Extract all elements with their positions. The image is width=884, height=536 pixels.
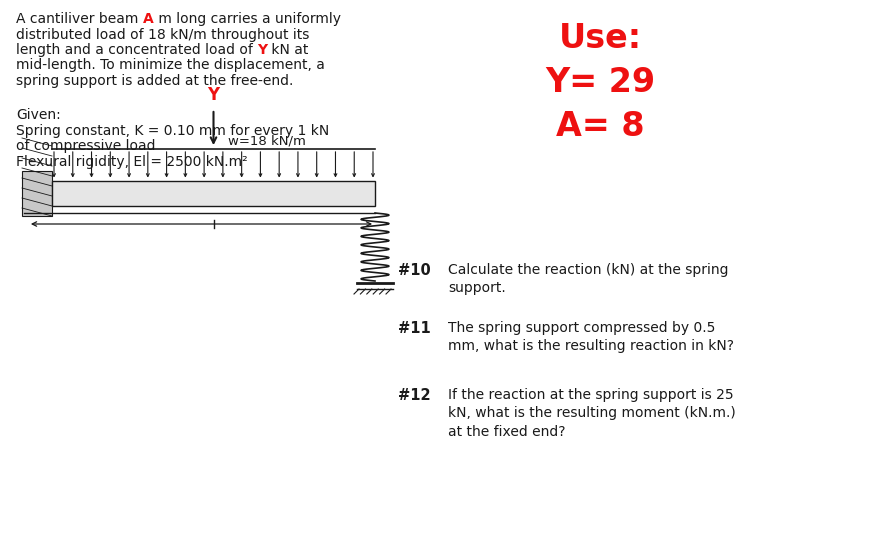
Text: mid-length. To minimize the displacement, a: mid-length. To minimize the displacement… (16, 58, 325, 72)
Bar (22, 171, 52, 216)
Text: #10: #10 (398, 263, 431, 278)
Text: Y: Y (257, 43, 267, 57)
Text: spring support is added at the free-end.: spring support is added at the free-end. (16, 74, 293, 88)
Text: A= 8: A= 8 (556, 110, 644, 143)
Bar (52, 181, 375, 206)
Text: A: A (142, 12, 154, 26)
Text: w=18 kN/m: w=18 kN/m (227, 135, 305, 148)
Text: m long carries a uniformly: m long carries a uniformly (154, 12, 340, 26)
Text: distributed load of 18 kN/m throughout its: distributed load of 18 kN/m throughout i… (16, 27, 309, 41)
Text: Given:: Given: (16, 108, 61, 122)
Text: of compressive load: of compressive load (16, 139, 156, 153)
Text: Calculate the reaction (kN) at the spring
support.: Calculate the reaction (kN) at the sprin… (448, 263, 728, 295)
Text: The spring support compressed by 0.5
mm, what is the resulting reaction in kN?: The spring support compressed by 0.5 mm,… (448, 321, 734, 353)
Text: If the reaction at the spring support is 25
kN, what is the resulting moment (kN: If the reaction at the spring support is… (448, 388, 735, 439)
Text: A cantiliver beam: A cantiliver beam (16, 12, 142, 26)
Text: length and a concentrated load of: length and a concentrated load of (16, 43, 257, 57)
Text: Use:: Use: (559, 22, 642, 55)
Text: #11: #11 (398, 321, 431, 336)
Text: Spring constant, K = 0.10 mm for every 1 kN: Spring constant, K = 0.10 mm for every 1… (16, 124, 329, 138)
Text: Y= 29: Y= 29 (545, 66, 655, 99)
Text: kN at: kN at (267, 43, 309, 57)
Text: Flexural rigidity, El = 2500 kN.m²: Flexural rigidity, El = 2500 kN.m² (16, 154, 248, 169)
Text: #12: #12 (398, 388, 431, 403)
Text: Y: Y (208, 86, 219, 104)
